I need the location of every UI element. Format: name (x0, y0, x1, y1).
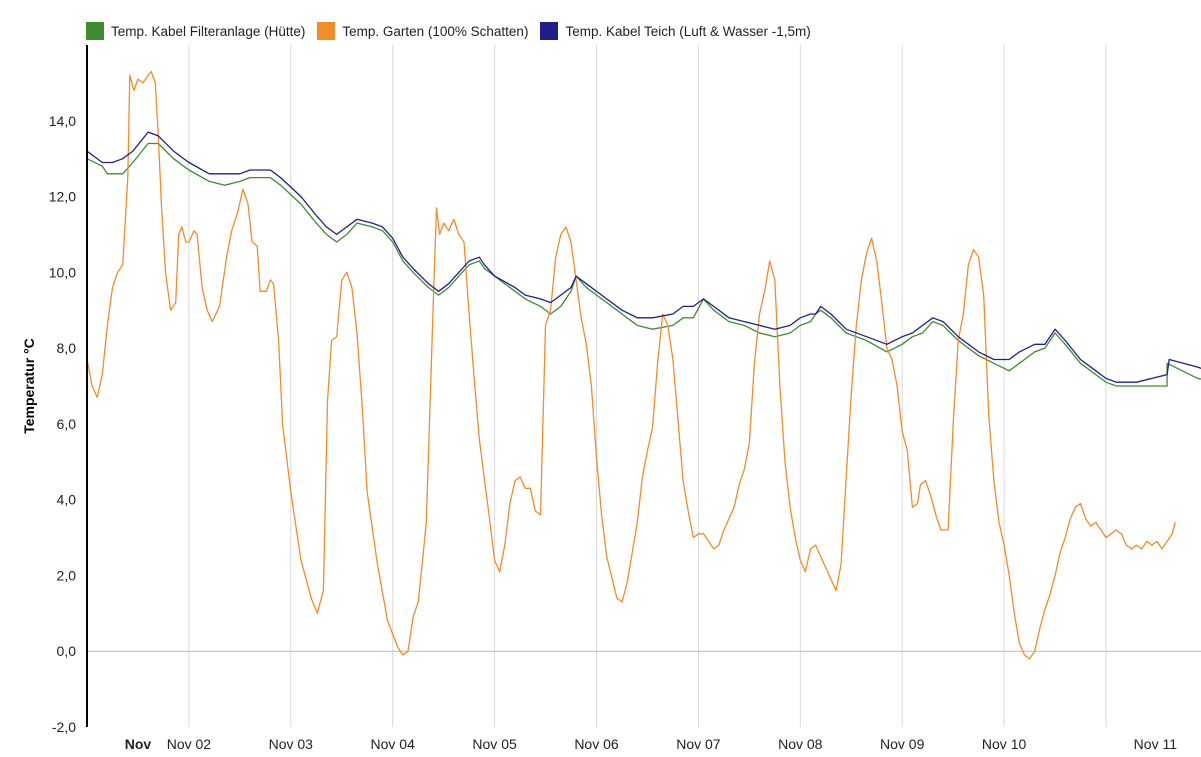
x-tick-label: Nov 06 (574, 736, 619, 752)
legend-swatch-teich (540, 22, 559, 40)
x-tick-label: Nov 10 (982, 736, 1027, 752)
x-tick-label: Nov 07 (676, 736, 721, 752)
x-tick-label: Nov 09 (880, 736, 925, 752)
y-tick-label: 0,0 (57, 643, 77, 659)
x-tick-label: Nov 11 (1134, 736, 1178, 752)
y-tick-label: 2,0 (57, 567, 77, 583)
series-line-filteranlage (86, 142, 1201, 387)
y-tick-label: -2,0 (52, 719, 76, 735)
y-tick-label: 4,0 (57, 492, 77, 508)
series-line-teich (86, 131, 1201, 383)
legend: Temp. Kabel Filteranlage (Hütte) Temp. G… (86, 19, 823, 43)
x-tick-label: Nov 04 (371, 736, 416, 752)
legend-item-filteranlage[interactable]: Temp. Kabel Filteranlage (Hütte) (86, 22, 305, 40)
series-line-garten (86, 70, 1176, 660)
x-tick-label: Nov (125, 736, 152, 752)
legend-swatch-garten (317, 22, 336, 40)
legend-item-teich[interactable]: Temp. Kabel Teich (Luft & Wasser -1,5m) (540, 22, 811, 40)
y-tick-label: 14,0 (49, 113, 76, 129)
y-tick-label: 10,0 (49, 264, 76, 280)
tick-labels: -2,0 0,0 2,0 4,0 6,0 8,0 10,0 12,0 14,0 Nov Nov 02… (49, 113, 1177, 752)
grid-lines (87, 45, 1201, 727)
x-tick-label: Nov 03 (269, 736, 314, 752)
legend-item-garten[interactable]: Temp. Garten (100% Schatten) (317, 22, 528, 40)
legend-swatch-filteranlage (86, 22, 104, 40)
y-tick-label: 8,0 (57, 340, 77, 356)
axes: Temperatur °C (21, 45, 88, 727)
y-tick-label: 6,0 (57, 416, 77, 432)
legend-label-filteranlage: Temp. Kabel Filteranlage (Hütte) (111, 23, 306, 39)
series-lines (86, 70, 1201, 660)
x-tick-label: Nov 02 (167, 736, 212, 752)
y-tick-label: 12,0 (49, 189, 76, 205)
legend-label-teich: Temp. Kabel Teich (Luft & Wasser -1,5m) (565, 23, 811, 39)
x-tick-label: Nov 08 (778, 736, 823, 752)
x-tick-label: Nov 05 (472, 736, 517, 752)
y-axis-title: Temperatur °C (21, 338, 37, 434)
legend-label-garten: Temp. Garten (100% Schatten) (342, 23, 529, 39)
